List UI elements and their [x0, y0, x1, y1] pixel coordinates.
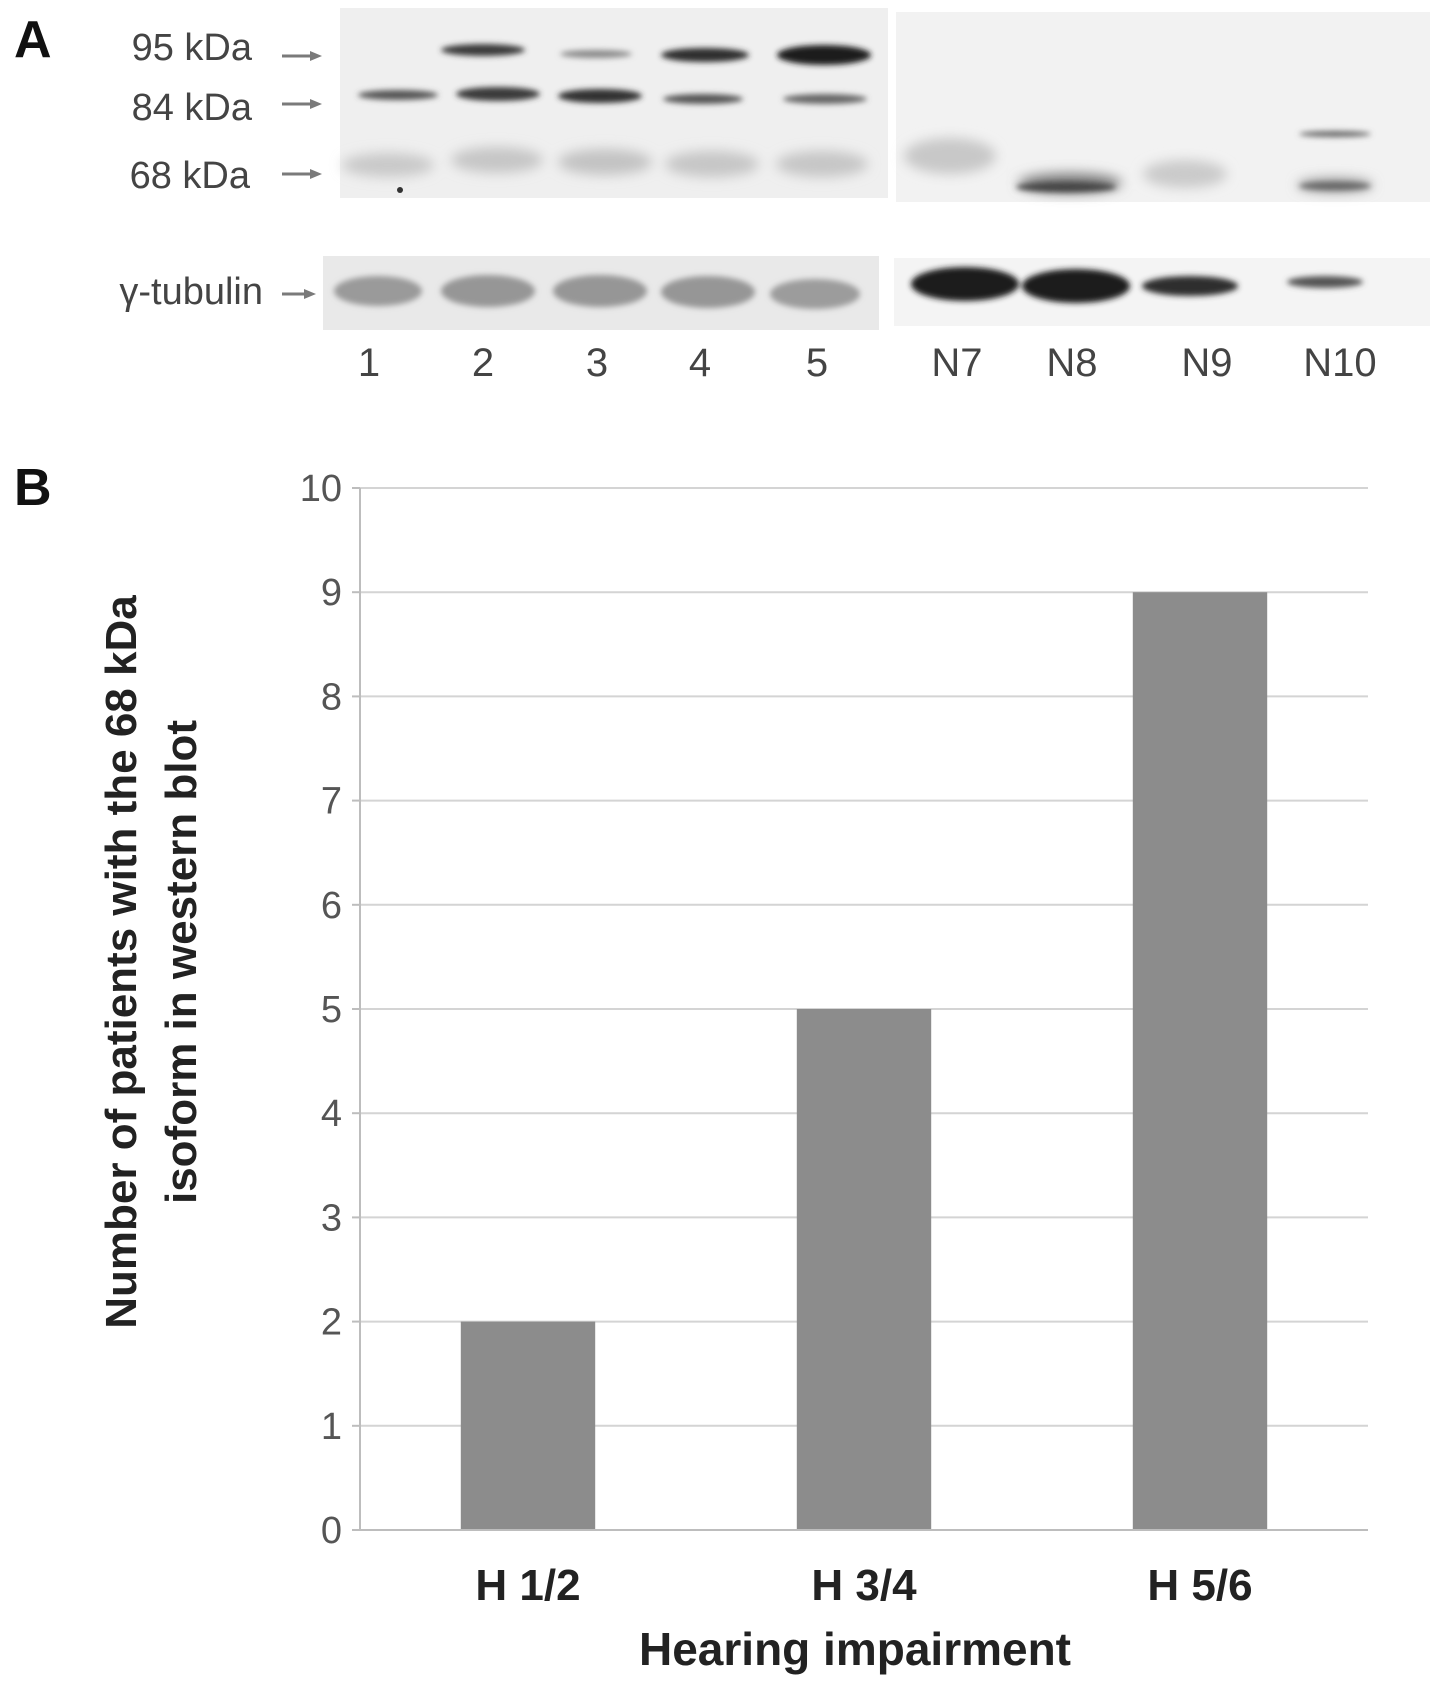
marker-label-68: 68 kDa	[130, 155, 251, 197]
western-blot-panel: 95 kDa 84 kDa 68 kDa γ-tubulin	[119, 8, 1430, 385]
y-tick-label: 8	[321, 676, 342, 718]
bar-chart: 0 1 2 3 4 5 6 7 8 9 10 H 1/2 H 3/4 H 5/6 Hearing imp…	[97, 468, 1368, 1675]
blot-speck	[397, 187, 403, 193]
lane-label-n8: N8	[1046, 341, 1097, 385]
y-tick-labels: 0 1 2 3 4 5 6 7 8 9 10	[300, 468, 342, 1552]
lane-label-2: 2	[472, 341, 494, 385]
arrow-icon-84	[282, 99, 322, 109]
bars	[460, 592, 1268, 1530]
tubulin-bands-left	[334, 275, 860, 309]
marker-label-95: 95 kDa	[132, 27, 253, 69]
bands-right-sharp	[1016, 131, 1371, 192]
bands-84kda-left	[358, 87, 867, 104]
panel-b-label: B	[14, 459, 52, 517]
y-tick-label: 5	[321, 989, 342, 1031]
marker-label-84: 84 kDa	[132, 87, 253, 129]
y-tick-label: 3	[321, 1197, 342, 1239]
y-tick-label: 10	[300, 468, 342, 510]
y-axis-title-line-2: isoform in western blot	[157, 720, 206, 1204]
panel-a-label: A	[14, 11, 52, 69]
lane-label-4: 4	[689, 341, 711, 385]
bar	[796, 1009, 932, 1530]
x-tick-label: H 3/4	[811, 1561, 917, 1610]
y-tick-label: 4	[321, 1093, 342, 1135]
bands-68kda-left	[342, 147, 868, 177]
x-tick-label: H 1/2	[475, 1561, 580, 1610]
lane-label-n9: N9	[1181, 341, 1232, 385]
axes	[359, 488, 1368, 1531]
tubulin-bands-right	[911, 267, 1363, 303]
y-tick-label: 9	[321, 572, 342, 614]
y-tick-label: 1	[321, 1406, 342, 1448]
y-axis-title-line-1: Number of patients with the 68 kDa	[97, 595, 146, 1329]
lane-label-5: 5	[806, 341, 828, 385]
lane-label-n7: N7	[931, 341, 982, 385]
bar	[460, 1321, 596, 1530]
x-tick-label: H 5/6	[1147, 1561, 1252, 1610]
y-tick-label: 7	[321, 781, 342, 823]
y-tick-label: 6	[321, 885, 342, 927]
tubulin-label: γ-tubulin	[119, 271, 263, 313]
arrow-icon-68	[282, 169, 322, 179]
lane-label-3: 3	[586, 341, 608, 385]
x-axis-title: Hearing impairment	[639, 1623, 1071, 1675]
lane-label-n10: N10	[1303, 341, 1376, 385]
bands-95kda-left	[441, 44, 871, 65]
x-tick-labels: H 1/2 H 3/4 H 5/6	[475, 1561, 1252, 1610]
y-tick-label: 2	[321, 1302, 342, 1344]
arrow-icon-tubulin	[282, 289, 316, 299]
y-tick-label: 0	[321, 1510, 342, 1552]
lane-label-1: 1	[358, 341, 380, 385]
arrow-icon-95	[282, 51, 322, 61]
bar	[1132, 592, 1268, 1530]
